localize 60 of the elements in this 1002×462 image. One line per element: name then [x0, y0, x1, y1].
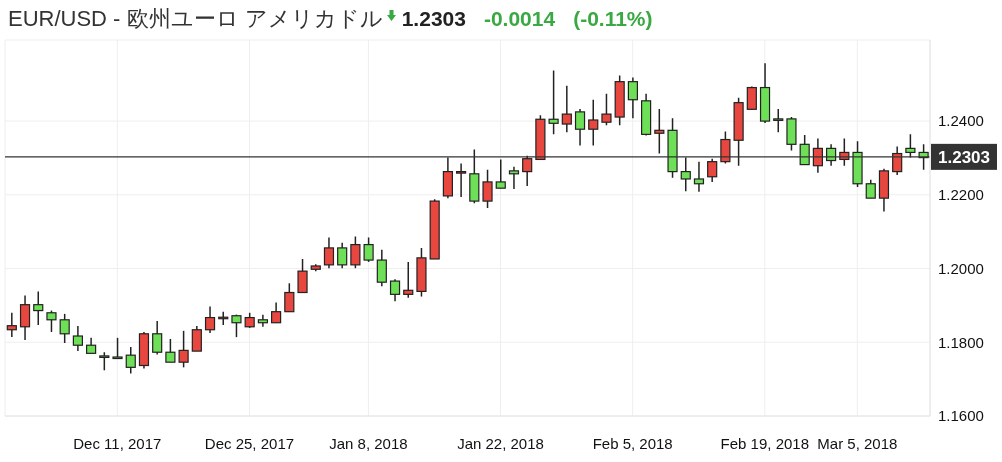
candlestick [204, 305, 216, 334]
candlestick [680, 156, 691, 192]
candlestick [588, 98, 599, 147]
candlestick [403, 261, 414, 299]
candlestick [59, 313, 70, 344]
x-tick-label: Mar 5, 2018 [817, 434, 898, 452]
candlestick [72, 325, 83, 352]
candlestick [720, 130, 731, 165]
candlestick [561, 84, 572, 133]
candlestick [46, 309, 57, 333]
candlestick [363, 236, 374, 263]
candlestick [337, 242, 348, 269]
candlestick [178, 330, 189, 369]
y-tick-label: 1.2400 [938, 112, 984, 130]
y-tick-label: 1.1600 [938, 407, 984, 425]
text: 1.2303 [401, 7, 466, 31]
candlestick [707, 157, 718, 183]
candlestick [773, 108, 784, 133]
candlestick [905, 133, 916, 159]
candlestick [284, 282, 295, 313]
candlestick [654, 108, 665, 155]
candlestick [19, 294, 31, 341]
candlestick [6, 312, 17, 338]
x-tick-label: Feb 5, 2018 [592, 434, 673, 452]
candlestick [627, 76, 638, 119]
candlestick [33, 290, 44, 326]
candlestick [323, 236, 335, 269]
candlestick [508, 166, 520, 190]
candlestick [865, 178, 876, 199]
x-tick-label: Jan 22, 2018 [457, 434, 544, 452]
ref-line-label: 1.2303 [938, 147, 990, 167]
text: -0.0014 [483, 7, 556, 31]
x-tick-label: Feb 19, 2018 [720, 434, 810, 452]
candlestick [548, 69, 559, 136]
candlestick [482, 169, 493, 209]
candlestick [495, 158, 506, 189]
candlestick [125, 346, 136, 375]
candlestick [271, 301, 282, 324]
candlestick [456, 162, 467, 198]
candlestick [165, 338, 176, 363]
candlestick [574, 108, 586, 147]
candlestick [191, 325, 202, 352]
candlestick [99, 351, 110, 372]
candlestick [389, 278, 401, 303]
y-tick-label: 1.2200 [938, 186, 984, 204]
candlestick [297, 258, 308, 294]
x-tick-label: Jan 8, 2018 [329, 434, 408, 452]
candlestick [152, 320, 163, 356]
candlestick [376, 249, 387, 287]
y-tick-label: 1.2000 [938, 259, 984, 277]
candlestick [350, 235, 361, 269]
candlestick [601, 93, 612, 126]
x-tick-label: Dec 25, 2017 [204, 434, 295, 452]
candlestick [693, 160, 705, 193]
y-tick-label: 1.1800 [938, 333, 984, 351]
text: (-0.11%) [573, 7, 653, 31]
x-tick-label: Dec 11, 2017 [73, 434, 162, 452]
chart-title: EUR/USD - 欧州ユーロ アメリカドル [8, 5, 383, 33]
candlestick [112, 337, 123, 360]
candlestick [522, 155, 533, 187]
